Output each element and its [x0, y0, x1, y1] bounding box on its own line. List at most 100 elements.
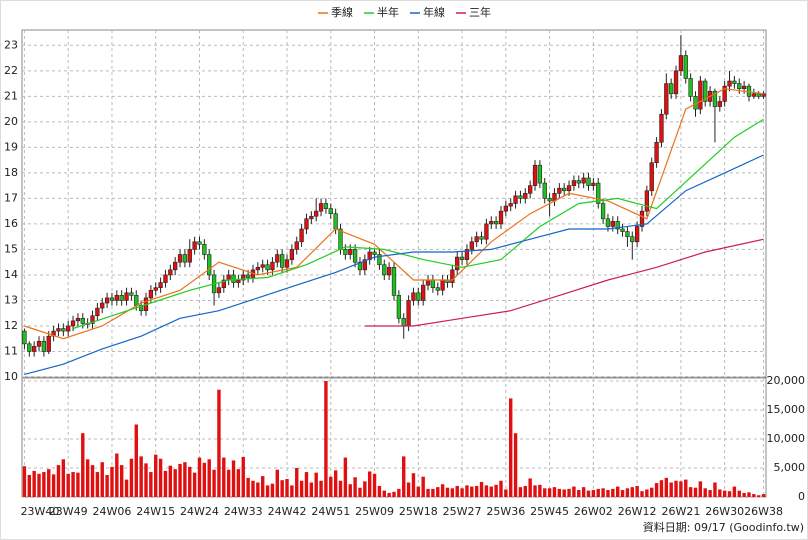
candle-body [352, 249, 358, 263]
candle-body [80, 318, 85, 324]
volume-bar [299, 480, 304, 497]
volume-bar [742, 492, 746, 497]
candle-body [528, 185, 533, 194]
volume-bar [324, 381, 328, 497]
candle-body [192, 241, 197, 250]
volume-bar [406, 482, 411, 497]
candle-body [717, 101, 722, 107]
volume-bar [474, 485, 479, 497]
volume-bar [66, 473, 70, 497]
candle-body [421, 284, 426, 301]
volume-bar [513, 433, 518, 497]
candle-body [571, 180, 577, 186]
candle-body [396, 295, 402, 319]
candle-body [245, 274, 251, 278]
volume-bar [85, 459, 90, 497]
candle-body [95, 307, 100, 317]
candle-body [109, 297, 115, 301]
candle-body [634, 226, 640, 243]
candle-body [36, 340, 42, 347]
candle-body [440, 279, 445, 291]
candle-body [265, 264, 270, 271]
volume-bar [528, 478, 532, 497]
candle-body [318, 203, 324, 212]
volume-bar [329, 476, 333, 497]
volume-bar [207, 459, 211, 497]
y-tick-label: 16 [4, 217, 18, 230]
candle-body [484, 223, 489, 240]
volume-bar [71, 472, 75, 497]
volume-bar [163, 470, 168, 497]
candle-body [255, 266, 260, 271]
volume-bar [51, 474, 56, 497]
x-tick-label: 24W51 [311, 505, 350, 518]
candle-body [737, 83, 742, 89]
volume-bar [261, 476, 265, 497]
candle-body [401, 318, 406, 327]
candle-body [435, 287, 440, 291]
volume-bar [440, 484, 445, 497]
volume-bar [499, 480, 503, 497]
candle-body [566, 185, 572, 192]
candle-body [576, 180, 581, 184]
volume-bar [654, 483, 659, 497]
volume-bar [192, 472, 197, 497]
candle-body [187, 249, 192, 263]
volume-bar [752, 494, 756, 497]
candle-body [493, 221, 499, 225]
volume-bar [226, 469, 231, 497]
candle-body [537, 164, 543, 184]
volume-bar [90, 465, 95, 497]
y-tick-label: 20,000 [767, 374, 806, 387]
candle-body [309, 215, 314, 220]
volume-bar [450, 488, 455, 497]
x-tick-label: 24W06 [93, 505, 132, 518]
candle-body [284, 259, 290, 268]
volume-bar [669, 482, 673, 497]
candle-body [328, 208, 333, 215]
y-tick-label: 13 [4, 293, 18, 306]
candle-body [32, 346, 37, 352]
volume-bar [504, 489, 508, 497]
candle-body [469, 241, 474, 250]
volume-bar [494, 484, 498, 497]
candle-body [542, 182, 547, 199]
volume-bar [713, 482, 717, 497]
candle-body [503, 205, 508, 212]
volume-bar [110, 466, 114, 497]
y-tick-label: 22 [4, 64, 18, 77]
x-tick-label: 24W24 [180, 505, 219, 518]
volume-bar [737, 490, 741, 497]
candle-body [722, 85, 727, 102]
candle-body [698, 80, 703, 110]
volume-bar [747, 492, 751, 497]
ma-line [24, 154, 764, 375]
legend-label: 三年 [469, 5, 491, 19]
volume-bar [567, 488, 571, 497]
candle-body [260, 264, 265, 268]
source-note: 資料日期: 09/17 (Goodinfo.tw) [643, 520, 804, 534]
candle-body [703, 80, 708, 102]
volume-bar [202, 462, 207, 497]
candle-body [664, 83, 669, 115]
volume-bar [640, 491, 644, 497]
volume-bar [158, 458, 163, 497]
candle-body [581, 177, 586, 184]
volume-bar [134, 424, 138, 497]
volume-bar [552, 487, 557, 497]
candle-body [459, 256, 465, 260]
x-tick-label: 26W12 [618, 505, 657, 518]
candle-body [508, 203, 513, 207]
candle-body [673, 70, 679, 95]
candle-body [557, 187, 562, 194]
volume-bar [489, 486, 493, 497]
volume-bar [304, 472, 309, 497]
y-tick-label: 17 [4, 191, 18, 204]
volume-bar [197, 457, 202, 497]
volume-bar [455, 485, 459, 497]
volume-bar [596, 488, 600, 497]
candle-body [27, 343, 32, 352]
volume-bar [484, 485, 489, 497]
volume-bar [42, 472, 46, 497]
volume-bar [377, 485, 382, 497]
